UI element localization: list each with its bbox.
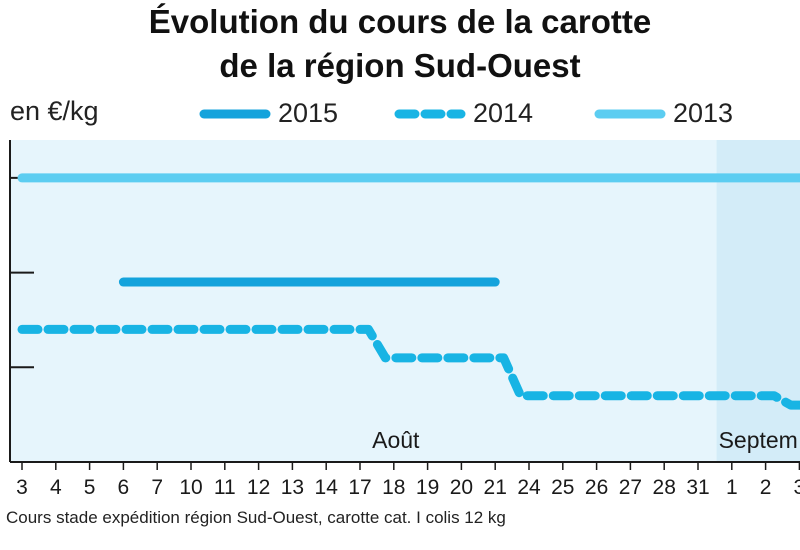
x-tick-label-5: 10 <box>179 476 202 499</box>
x-tick-label-10: 17 <box>348 476 371 499</box>
legend-swatch-2013 <box>594 109 666 119</box>
legend-swatch-2015 <box>199 109 271 119</box>
x-tick-label-23: 3 <box>794 476 800 499</box>
chart-title: Évolution du cours de la carotte <box>148 3 652 40</box>
x-tick-label-14: 21 <box>484 476 507 499</box>
x-tick-label-15: 24 <box>517 476 541 499</box>
month-label-aout: Août <box>372 427 420 453</box>
legend-label-2014: 2014 <box>473 98 534 128</box>
x-tick-label-21: 1 <box>726 476 738 499</box>
x-tick-label-17: 26 <box>585 476 608 499</box>
series-line-2014 <box>17 324 800 410</box>
legend-swatch-2014 <box>394 109 466 119</box>
legend-label-2013: 2013 <box>673 98 734 128</box>
x-tick-label-12: 19 <box>416 476 439 499</box>
plot-background <box>10 140 800 462</box>
x-tick-label-20: 31 <box>686 476 709 499</box>
x-tick-label-18: 27 <box>619 476 642 499</box>
x-tick-label-8: 13 <box>281 476 304 499</box>
x-tick-label-3: 6 <box>118 476 130 499</box>
x-tick-label-22: 2 <box>760 476 772 499</box>
september-highlight <box>716 140 800 462</box>
x-tick-label-2: 5 <box>84 476 96 499</box>
x-tick-label-11: 18 <box>382 476 405 499</box>
x-tick-label-0: 3 <box>16 476 28 499</box>
chart-area: 3 4 5 6 7 10 11 12 13 14 17 18 19 20 21 24 25 26 27 28 31 1 2 3… <box>9 140 800 499</box>
x-tick-label-16: 25 <box>551 476 574 499</box>
x-tick-label-4: 7 <box>151 476 163 499</box>
chart-subtitle: de la région Sud-Ouest <box>219 47 581 84</box>
x-tick-label-7: 12 <box>247 476 270 499</box>
x-tick-label-19: 28 <box>653 476 676 499</box>
y-axis-unit-label: en €/kg <box>10 96 99 126</box>
chart-footnote: Cours stade expédition région Sud-Ouest,… <box>6 508 506 527</box>
month-label-septembre: Septem <box>719 427 798 453</box>
x-tick-label-6: 11 <box>214 476 236 499</box>
x-tick-label-9: 14 <box>315 476 339 499</box>
legend-label-2015: 2015 <box>278 98 339 128</box>
x-tick-label-1: 4 <box>50 476 62 499</box>
x-tick-label-13: 20 <box>450 476 473 499</box>
